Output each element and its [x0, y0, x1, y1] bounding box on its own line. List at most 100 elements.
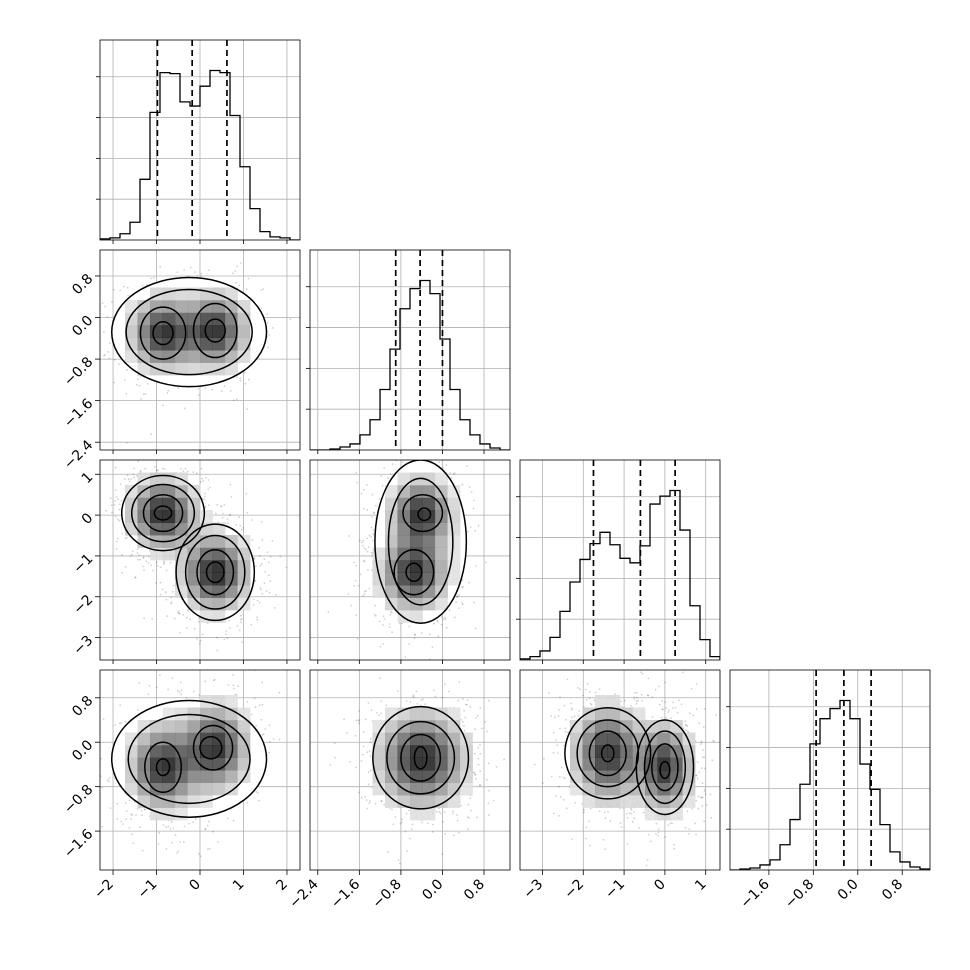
scatter-point: [370, 526, 373, 529]
scatter-point: [170, 821, 173, 823]
scatter-point: [455, 601, 458, 603]
density-cell: [225, 585, 238, 598]
scatter-point: [391, 611, 393, 614]
density-cell: [435, 522, 448, 536]
scatter-point: [183, 407, 186, 410]
scatter-point: [115, 548, 118, 550]
scatter-point: [179, 841, 182, 843]
scatter-point: [152, 276, 155, 279]
scatter-point: [114, 500, 116, 502]
scatter-point: [235, 281, 237, 284]
scatter-point: [431, 646, 434, 648]
scatter-point: [260, 307, 263, 310]
density-cell: [137, 497, 151, 511]
scatter-point: [170, 602, 172, 605]
scatter-point: [198, 394, 200, 396]
scatter-point: [164, 591, 167, 594]
density-cell: [187, 485, 201, 498]
scatter-point: [117, 537, 119, 540]
scatter-point: [448, 609, 451, 611]
density-cell: [200, 610, 213, 623]
density-cell: [137, 362, 151, 376]
scatter-point: [138, 554, 141, 556]
scatter-point: [461, 586, 464, 589]
scatter-point: [139, 558, 141, 561]
density-panel-1-4: [93, 669, 301, 871]
density-cell: [385, 522, 398, 536]
scatter-point: [208, 847, 211, 850]
scatter-point: [216, 503, 219, 506]
scatter-point: [250, 623, 253, 626]
density-cell: [410, 497, 423, 511]
scatter-point: [161, 588, 164, 591]
scatter-point: [126, 474, 129, 476]
scatter-point: [223, 504, 226, 506]
scatter-point: [109, 342, 111, 345]
scatter-point: [449, 472, 452, 474]
scatter-point: [67, 320, 69, 322]
density-panel-2-3: [309, 457, 511, 661]
scatter-point: [208, 486, 211, 489]
scatter-point: [363, 559, 365, 562]
scatter-point: [170, 601, 173, 604]
scatter-point: [388, 626, 391, 628]
hist-frame: [309, 249, 511, 451]
scatter-point: [162, 824, 165, 826]
scatter-point: [389, 473, 392, 475]
scatter-point: [93, 756, 95, 758]
density-cell: [447, 485, 461, 498]
contour-line: [205, 561, 225, 584]
density-cell: [372, 572, 386, 586]
scatter-point: [114, 466, 117, 469]
scatter-point: [362, 508, 365, 510]
hist-grid: [310, 250, 510, 450]
scatter-point: [118, 519, 121, 522]
scatter-point: [172, 584, 175, 587]
density-cell: [150, 350, 163, 363]
density-cell: [447, 572, 461, 586]
scatter-point: [199, 855, 202, 858]
scatter-point: [183, 825, 186, 828]
scatter-point: [259, 564, 262, 567]
scatter-point: [148, 685, 151, 687]
density-cell: [212, 535, 226, 548]
scatter-point: [153, 465, 156, 468]
scatter-point: [141, 565, 144, 568]
scatter-point: [382, 615, 385, 618]
density-cell: [187, 350, 201, 363]
density-cell: [397, 472, 411, 486]
scatter-point: [453, 616, 456, 619]
density-cell: [397, 547, 411, 561]
scatter-point: [159, 566, 162, 568]
scatter-point: [391, 463, 394, 466]
density-cell: [175, 510, 188, 523]
scatter-point: [125, 393, 128, 395]
scatter-point: [171, 590, 174, 593]
scatter-point: [260, 563, 263, 565]
scatter-point: [167, 825, 170, 828]
scatter-point: [362, 488, 365, 491]
scatter-point: [370, 552, 373, 554]
density-cell: [162, 522, 176, 536]
density-cell: [175, 572, 188, 586]
scatter-point: [463, 457, 465, 459]
scatter-point: [258, 601, 261, 604]
scatter-point: [367, 569, 369, 571]
scatter-point: [130, 818, 133, 820]
scatter-point: [436, 620, 439, 623]
scatter-point: [116, 518, 119, 521]
scatter-point: [268, 591, 271, 594]
scatter-point: [128, 480, 131, 483]
scatter-point: [207, 504, 210, 507]
contour-lines: [120, 474, 256, 622]
scatter-point: [207, 848, 209, 851]
density-cell: [150, 510, 163, 523]
scatter-point: [132, 473, 135, 476]
density-cell: [435, 560, 448, 573]
scatter-point: [108, 357, 111, 360]
density-cell: [225, 350, 238, 363]
scatter-point: [165, 848, 168, 850]
scatter-point: [178, 691, 181, 693]
scatter-point: [109, 497, 112, 500]
